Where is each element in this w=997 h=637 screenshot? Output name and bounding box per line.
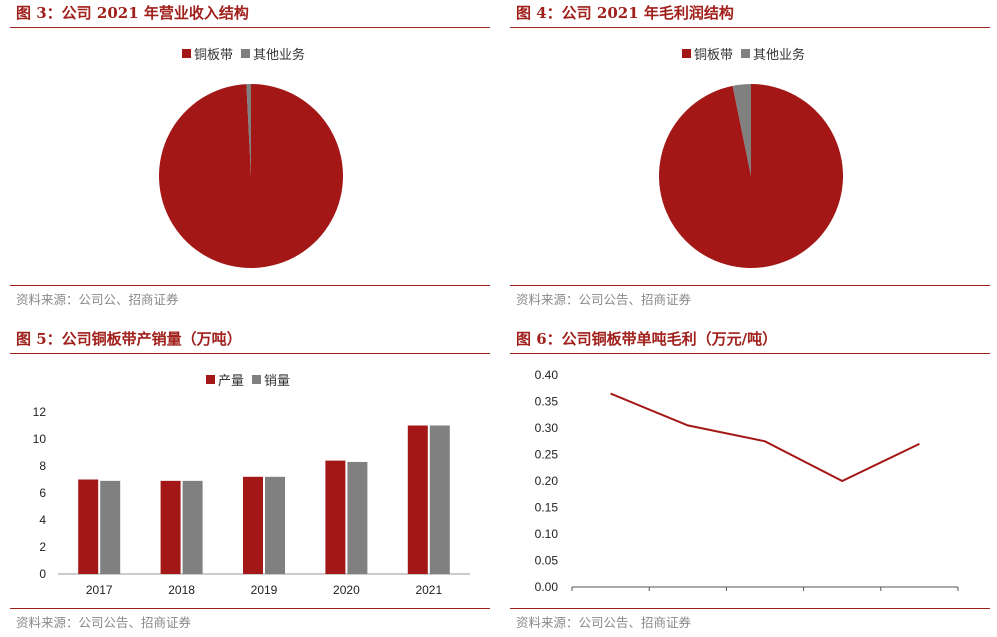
bar-production-2021 (407, 425, 428, 574)
legend: 铜板带 其他业务 (682, 44, 805, 63)
bar-production-2019 (243, 476, 263, 574)
y-tick-label: 0.20 (535, 474, 559, 488)
legend-label: 铜板带 (694, 48, 734, 63)
panel-production-sales: 图 5：公司铜板带产销量（万吨） 产量 销量 0 2 4 6 8 10 12 2017 2018… (10, 328, 490, 634)
y-tick-label: 0.00 (535, 580, 559, 594)
bar-sales-2020 (347, 461, 368, 574)
gross-profit-pie-chart (659, 84, 843, 268)
legend: 铜板带 其他业务 (182, 44, 305, 63)
source-note: 资料来源：公司公告、招商证券 (510, 608, 990, 631)
pie-slice-copper-strip (159, 84, 344, 269)
legend-swatch (741, 49, 751, 58)
legend-swatch (182, 49, 191, 58)
legend-item-production: 产量 (206, 370, 244, 389)
y-tick-label: 0.25 (535, 448, 559, 462)
legend-item-copper: 铜板带 (182, 44, 233, 63)
y-tick-label: 4 (39, 513, 46, 527)
panel-gross-profit-structure: 图 4：公司 2021 年毛利润结构 铜板带 其他业务 资料来源：公司公告、招商… (510, 2, 990, 310)
pie-slice-other-business (732, 84, 751, 176)
y-tick-label: 10 (33, 432, 47, 446)
legend-label: 产量 (218, 374, 245, 389)
bar-production-2020 (325, 460, 346, 574)
panel-revenue-structure: 图 3：公司 2021 年营业收入结构 铜板带 其他业务 资料来源：公司公、招商… (10, 2, 490, 310)
y-tick-label: 0.05 (535, 554, 559, 568)
x-tick-label: 2017 (86, 583, 113, 597)
y-tick-label: 8 (39, 459, 46, 473)
legend-item-sales: 销量 (252, 370, 290, 389)
legend: 产量 销量 (206, 370, 290, 389)
bar-sales-2021 (429, 425, 450, 574)
production-sales-bar-chart: 0 2 4 6 8 10 12 2017 2018 2019 2020 2021 (33, 405, 470, 597)
x-tick-label: 2018 (168, 583, 195, 597)
panel-title: 图 4：公司 2021 年毛利润结构 (510, 2, 990, 28)
legend-swatch (682, 49, 691, 58)
pie-slice-other-business (246, 84, 251, 176)
source-note: 资料来源：公司公告、招商证券 (10, 608, 490, 631)
y-tick-label: 12 (33, 405, 47, 419)
legend-item-other: 其他业务 (241, 44, 305, 63)
bar-sales-2019 (265, 476, 285, 574)
unit-gross-profit-line-chart: 0.00 0.05 0.10 0.15 0.20 0.25 0.30 0.35 0.40 (535, 368, 959, 594)
y-tick-label: 0.30 (535, 421, 559, 435)
legend-label: 销量 (264, 374, 291, 389)
bar-production-2017 (78, 479, 99, 574)
x-tick-label: 2020 (333, 583, 360, 597)
y-tick-label: 0.15 (535, 501, 559, 515)
legend-item-other: 其他业务 (741, 44, 805, 63)
x-tick-label: 2019 (251, 583, 278, 597)
panel-title: 图 5：公司铜板带产销量（万吨） (10, 328, 490, 354)
y-tick-label: 2 (39, 540, 46, 554)
bar-sales-2018 (182, 480, 203, 574)
y-tick-label: 0.35 (535, 395, 559, 409)
x-tick-label: 2021 (415, 583, 442, 597)
legend-swatch (241, 49, 251, 58)
unit-gross-profit-line (610, 392, 920, 483)
source-note: 资料来源：公司公告、招商证券 (510, 285, 990, 308)
y-tick-label: 0.40 (535, 368, 559, 382)
y-tick-label: 6 (39, 486, 46, 500)
legend-swatch (252, 375, 262, 384)
y-tick-label: 0 (39, 567, 46, 581)
bar-sales-2017 (100, 480, 121, 574)
revenue-pie-chart (159, 84, 344, 269)
legend-swatch (206, 375, 215, 384)
y-tick-label: 0.10 (535, 527, 559, 541)
legend-label: 铜板带 (194, 48, 234, 63)
panel-unit-gross-profit: 图 6：公司铜板带单吨毛利（万元/吨） 0.00 0.05 0.10 0.15 0.20… (510, 328, 990, 634)
legend-label: 其他业务 (253, 48, 306, 63)
panel-title: 图 6：公司铜板带单吨毛利（万元/吨） (510, 328, 990, 354)
source-note: 资料来源：公司公、招商证券 (10, 285, 490, 308)
legend-item-copper: 铜板带 (682, 44, 733, 63)
bar-production-2018 (160, 480, 181, 574)
panel-title: 图 3：公司 2021 年营业收入结构 (10, 2, 490, 28)
legend-label: 其他业务 (753, 48, 806, 63)
